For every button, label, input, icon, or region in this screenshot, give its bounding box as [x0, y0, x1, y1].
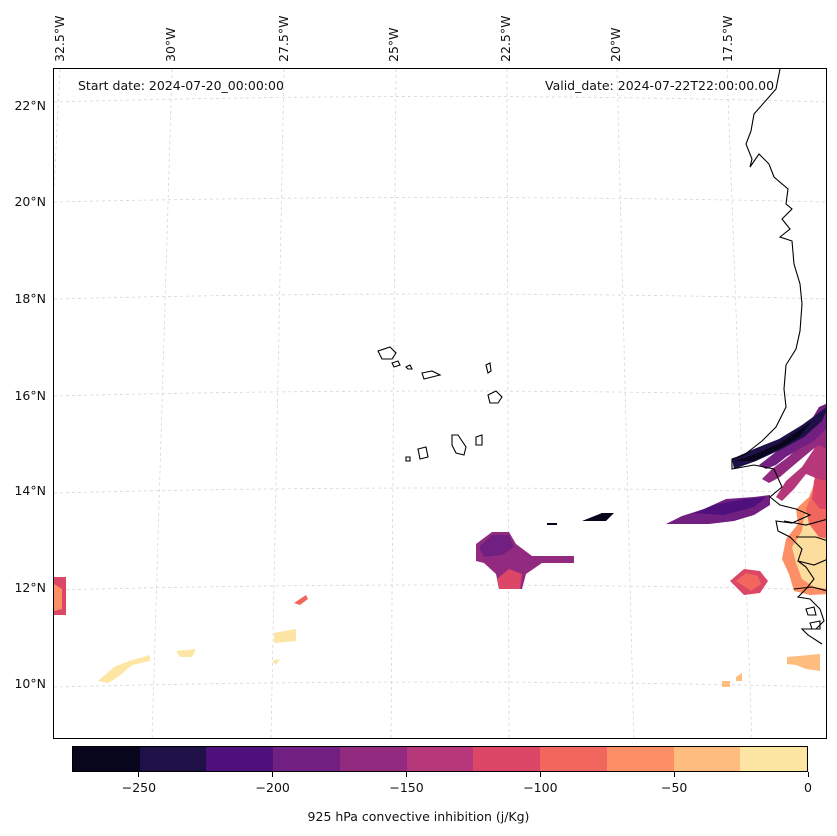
- lon-label-27-5w: 27.5°W: [276, 15, 291, 62]
- start-date-annotation: Start date: 2024-07-20_00:00:00: [78, 78, 284, 93]
- contour-coast-magenta: [776, 411, 826, 501]
- contour-pale-1: [274, 629, 296, 643]
- colorbar-cell: [406, 747, 474, 771]
- colorbar-tick: [138, 772, 140, 777]
- contour-central-red: [497, 569, 522, 589]
- contour-coast-red: [806, 422, 826, 539]
- lon-label-30w: 30°W: [163, 27, 178, 62]
- colorbar-cell: [540, 747, 607, 771]
- colorbar-cell: [139, 747, 207, 771]
- lat-label-12n: 12°N: [14, 580, 46, 595]
- colorbar-tick-label: −100: [523, 780, 558, 795]
- lat-label-20n: 20°N: [14, 194, 46, 209]
- island-santo-antao: [377, 346, 397, 360]
- contour-pale-2: [272, 659, 280, 665]
- border-line-1: [783, 518, 826, 526]
- colorbar-cell: [740, 747, 808, 771]
- border-line-2: [796, 536, 826, 541]
- colorbar-tick: [807, 772, 809, 777]
- lat-label-14n: 14°N: [14, 483, 46, 498]
- island-sao-vicente: [391, 360, 401, 368]
- colorbar-tick-label: 0: [804, 780, 812, 795]
- island-bijagos-1: [805, 606, 817, 616]
- lon-label-20w: 20°W: [608, 27, 623, 62]
- island-boa-vista: [487, 390, 503, 404]
- colorbar-cell: [606, 747, 674, 771]
- colorbar-tick: [539, 772, 541, 777]
- colorbar-tick: [406, 772, 408, 777]
- colorbar-cell: [673, 747, 741, 771]
- lon-label-32-5w: 32.5°W: [52, 15, 67, 62]
- contour-tiny-dark: [547, 523, 557, 525]
- colorbar-cell: [73, 747, 140, 771]
- island-bijagos-2: [809, 620, 821, 630]
- coastlines: [377, 69, 826, 645]
- lat-label-18n: 18°N: [14, 291, 46, 306]
- colorbar-cell: [273, 747, 340, 771]
- longitude-gridlines: [54, 69, 753, 738]
- cin-filled-contours: [54, 403, 826, 687]
- island-santa-luzia: [405, 364, 413, 370]
- africa-coastline: [731, 69, 825, 645]
- colorbar-tick-label: −250: [121, 780, 157, 795]
- colorbar-tick-label: −200: [255, 780, 290, 795]
- latitude-gridlines: [54, 96, 826, 688]
- island-sal: [485, 362, 492, 374]
- island-sao-nicolau: [421, 370, 442, 380]
- colorbar-cell: [206, 747, 274, 771]
- contour-coast-purple: [762, 406, 826, 483]
- contour-pale-7: [736, 673, 742, 681]
- contour-band-dark: [694, 497, 766, 515]
- border-line-3: [797, 559, 826, 566]
- contour-band-darkest: [582, 513, 614, 521]
- island-santiago: [451, 434, 467, 456]
- colorbar-label: 925 hPa convective inhibition (j/Kg): [307, 809, 530, 824]
- island-fogo: [417, 446, 429, 460]
- contour-central-dark: [479, 535, 514, 557]
- colorbar-tick: [673, 772, 675, 777]
- lon-label-17-5w: 17.5°W: [720, 15, 735, 62]
- contour-pale-4: [98, 655, 150, 683]
- colorbar-tick-label: −50: [660, 780, 688, 795]
- lon-label-25w: 25°W: [386, 27, 401, 62]
- contour-leftedge-salmon: [54, 584, 62, 611]
- lat-label-10n: 10°N: [14, 676, 46, 691]
- contour-pale-5: [787, 654, 820, 671]
- contour-coast-violet: [759, 403, 826, 469]
- lat-label-16n: 16°N: [14, 388, 46, 403]
- contour-coast-dark: [732, 408, 826, 469]
- colorbar: [72, 746, 808, 772]
- colorbar-cell: [339, 747, 407, 771]
- contour-lowright-red: [736, 573, 761, 591]
- colorbar-tick-label: −150: [389, 780, 424, 795]
- valid-date-annotation: Valid_date: 2024-07-22T22:00:00.00: [545, 78, 775, 93]
- map-canvas: [54, 69, 826, 738]
- island-maio: [475, 434, 483, 446]
- island-brava: [405, 456, 411, 462]
- contour-pale-6: [722, 681, 730, 687]
- border-line-4: [793, 586, 826, 592]
- contour-pale-3: [176, 649, 196, 657]
- contour-small-red: [294, 595, 308, 605]
- colorbar-tick: [272, 772, 274, 777]
- lat-label-22n: 22°N: [14, 98, 46, 113]
- colorbar-cell: [473, 747, 541, 771]
- lon-label-22-5w: 22.5°W: [498, 15, 513, 62]
- map-panel: [53, 68, 827, 739]
